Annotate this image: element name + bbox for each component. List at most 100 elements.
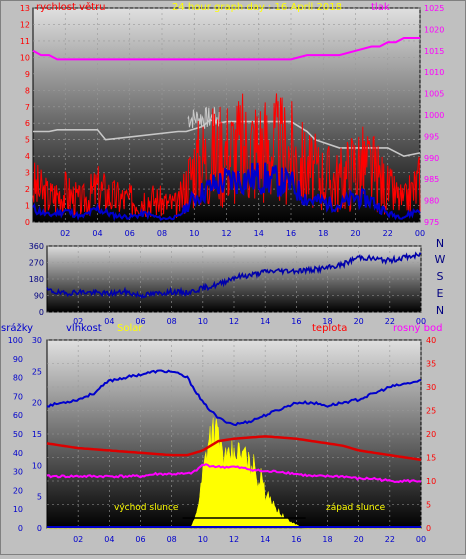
tick-label-wind: 13	[20, 4, 30, 13]
label-humidity: vlhkost	[66, 323, 102, 334]
y-axis-pressure: 975 980 985 990 995 1000 1005 1010 1015 1020 1025	[424, 4, 444, 227]
tick-label-humidity: 0	[37, 524, 42, 533]
tick-label-hour: 18	[322, 317, 332, 326]
tick-label-pressure: 1005	[424, 90, 444, 99]
tick-label-temperature: 35	[426, 360, 436, 369]
grid-top	[33, 7, 421, 223]
tick-label-pressure: 1000	[424, 111, 444, 120]
tick-label-hour: 06	[135, 317, 145, 326]
series-line-humidity	[46, 369, 422, 427]
compass-n-top: N	[436, 237, 444, 250]
grid-mid	[47, 245, 422, 313]
tick-label-wind: 11	[20, 37, 30, 46]
tick-label-wind: 4	[25, 152, 30, 161]
label-dew-point: rosný bod	[393, 322, 442, 334]
tick-label-temperature: 25	[426, 407, 436, 416]
tick-label-hour: 20	[350, 229, 360, 238]
label-rain: srážky	[1, 322, 33, 334]
x-axis-top: 02 04 06 08 10 12 14 16 18 20 22 00	[60, 229, 425, 238]
tick-label-wind: 1	[25, 202, 30, 211]
tick-label-hour: 16	[286, 229, 296, 238]
tick-label-direction: 90	[34, 292, 44, 301]
tick-label-wind: 2	[25, 185, 30, 194]
x-axis-mid: 02 04 06 08 10 12 14 16 18 20 22 00	[73, 317, 426, 326]
tick-label-hour: 06	[135, 535, 145, 544]
tick-label-hour: 00	[416, 317, 426, 326]
compass-s: S	[437, 270, 444, 283]
label-solar: Solar	[117, 323, 143, 334]
tick-label-wind: 0	[25, 218, 30, 227]
series-line-dew-point	[46, 463, 422, 484]
tick-label-pressure: 1010	[424, 68, 444, 77]
tick-label-rain: 0	[18, 524, 23, 533]
tick-label-hour: 22	[383, 229, 393, 238]
tick-label-wind: 5	[25, 136, 30, 145]
series-top	[32, 37, 421, 222]
tick-label-rain: 20	[13, 486, 23, 495]
tick-label-humidity: 5	[37, 493, 42, 502]
tick-label-hour: 00	[416, 535, 426, 544]
label-wind-speed: rychlost větru	[36, 1, 106, 13]
tick-label-rain: 70	[13, 392, 23, 401]
compass-e: E	[437, 287, 444, 300]
tick-label-hour: 02	[73, 535, 83, 544]
series-line-pressure	[32, 37, 420, 61]
tick-label-hour: 14	[254, 229, 264, 238]
series-line-gray	[33, 118, 421, 158]
compass-labels: N W S E N	[435, 237, 446, 317]
tick-label-rain: 80	[13, 374, 23, 383]
tick-label-hour: 12	[229, 317, 239, 326]
tick-label-hour: 16	[291, 317, 301, 326]
series-line-wind-speed	[32, 93, 421, 218]
tick-label-hour: 02	[60, 229, 70, 238]
y-axis-direction: 0 90 180 270 360	[29, 242, 44, 317]
tick-label-hour: 22	[385, 317, 395, 326]
tick-label-hour: 18	[322, 535, 332, 544]
series-line-wind-avg	[32, 162, 421, 222]
tick-label-wind: 6	[25, 119, 30, 128]
tick-label-hour: 20	[354, 317, 364, 326]
tick-label-hour: 02	[73, 317, 83, 326]
tick-label-rain: 40	[13, 449, 23, 458]
tick-label-temperature: 5	[426, 501, 431, 510]
tick-label-hour: 16	[291, 535, 301, 544]
tick-label-hour: 18	[318, 229, 328, 238]
x-axis-bottom: 02 04 06 08 10 12 14 16 18 20 22 00	[73, 535, 426, 544]
tick-label-rain: 60	[13, 411, 23, 420]
series-line-temperature	[46, 435, 422, 462]
tick-label-hour: 10	[189, 229, 199, 238]
tick-label-hour: 04	[92, 229, 102, 238]
tick-label-wind: 9	[25, 70, 30, 79]
sunset-label: západ slunce	[326, 503, 386, 513]
y-axis-temperature: 0 5 10 15 20 25 30 35 40	[426, 336, 436, 533]
tick-label-rain: 100	[8, 336, 23, 345]
sunrise-label: východ slunce	[114, 503, 179, 513]
wind-direction-chart: 0 90 180 270 360 02 04 06 08 10 12 14 16 18 20 22 00 N …	[29, 237, 446, 326]
tick-label-rain: 30	[13, 468, 23, 477]
tick-label-hour: 04	[104, 317, 114, 326]
compass-w: W	[435, 253, 446, 266]
y-axis-humidity: 0 5 10 15 20 25 30	[32, 336, 42, 533]
tick-label-pressure: 995	[424, 132, 439, 141]
tick-label-hour: 08	[167, 317, 177, 326]
tick-label-wind: 8	[25, 86, 30, 95]
tick-label-hour: 06	[125, 229, 135, 238]
tick-label-hour: 08	[157, 229, 167, 238]
tick-label-hour: 14	[260, 317, 270, 326]
tick-label-wind: 7	[25, 103, 30, 112]
tick-label-direction: 180	[29, 275, 44, 284]
tick-label-pressure: 985	[424, 175, 439, 184]
tick-label-humidity: 30	[32, 336, 42, 345]
series-mid	[46, 251, 422, 300]
tick-label-humidity: 25	[32, 367, 42, 376]
tick-label-temperature: 10	[426, 477, 436, 486]
tick-label-hour: 22	[385, 535, 395, 544]
temperature-humidity-chart: 0 10 20 30 40 50 60 70 80 90 100 0 5 10 15 20 25 30 0 5 10…	[1, 322, 442, 544]
tick-label-rain: 90	[13, 355, 23, 364]
tick-label-direction: 360	[29, 242, 44, 251]
tick-label-temperature: 20	[426, 430, 436, 439]
tick-label-hour: 10	[198, 317, 208, 326]
tick-label-hour: 12	[221, 229, 231, 238]
